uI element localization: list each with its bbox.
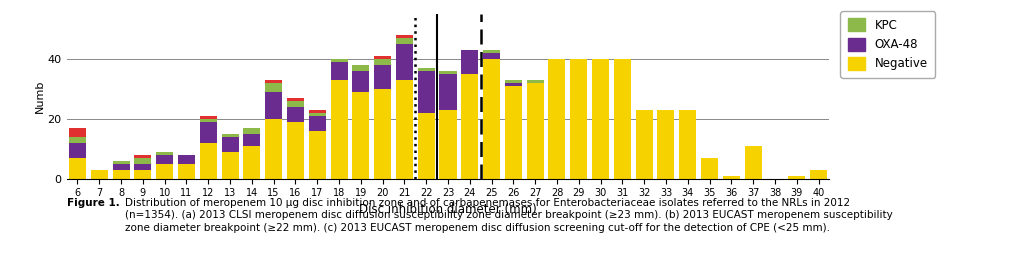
Bar (352, 65, 370, 71)
Bar (308, 113, 326, 116)
Bar (418, 113, 435, 179)
Bar (636, 110, 652, 179)
Bar (526, 83, 544, 179)
Bar (200, 143, 217, 179)
Y-axis label: Numb: Numb (35, 79, 45, 113)
Bar (526, 80, 544, 83)
Bar (113, 170, 130, 179)
Bar (352, 71, 370, 92)
Bar (265, 83, 283, 92)
Bar (505, 83, 522, 86)
Bar (810, 170, 827, 179)
Bar (679, 110, 696, 179)
Bar (200, 122, 217, 143)
Bar (331, 59, 347, 62)
Bar (483, 53, 500, 59)
Bar (221, 137, 239, 152)
Bar (331, 62, 347, 80)
Bar (396, 35, 413, 38)
Bar (331, 80, 347, 179)
Bar (439, 71, 457, 74)
Bar (287, 101, 304, 107)
Bar (221, 152, 239, 179)
Bar (396, 44, 413, 80)
Bar (396, 38, 413, 44)
Bar (221, 134, 239, 137)
Bar (657, 110, 675, 179)
Bar (156, 155, 173, 164)
Bar (418, 71, 435, 113)
Bar (178, 155, 195, 164)
Bar (178, 164, 195, 179)
Bar (723, 176, 740, 179)
Bar (374, 59, 391, 65)
Bar (352, 92, 370, 179)
Bar (244, 128, 260, 134)
Legend: KPC, OXA-48, Negative: KPC, OXA-48, Negative (841, 11, 935, 78)
X-axis label: Disc inhibition diameter (mm): Disc inhibition diameter (mm) (359, 203, 537, 216)
Bar (200, 116, 217, 119)
Bar (308, 131, 326, 179)
Bar (244, 146, 260, 179)
Bar (69, 143, 86, 158)
Bar (134, 164, 152, 170)
Bar (483, 59, 500, 179)
Bar (549, 59, 565, 179)
Bar (287, 107, 304, 122)
Bar (134, 155, 152, 158)
Bar (134, 158, 152, 164)
Bar (244, 134, 260, 146)
Bar (113, 164, 130, 170)
Bar (570, 59, 588, 179)
Bar (374, 56, 391, 59)
Bar (461, 50, 478, 74)
Bar (788, 176, 805, 179)
Bar (374, 89, 391, 179)
Bar (396, 80, 413, 179)
Bar (439, 110, 457, 179)
Bar (701, 158, 718, 179)
Bar (156, 164, 173, 179)
Bar (134, 170, 152, 179)
Bar (744, 146, 762, 179)
Bar (156, 152, 173, 155)
Bar (439, 74, 457, 110)
Bar (505, 86, 522, 179)
Bar (287, 122, 304, 179)
Text: Distribution of meropenem 10 μg disc inhibition zone and of carbapenemases for E: Distribution of meropenem 10 μg disc inh… (125, 198, 893, 233)
Bar (265, 80, 283, 83)
Bar (374, 65, 391, 89)
Bar (69, 128, 86, 137)
Bar (308, 116, 326, 131)
Bar (200, 119, 217, 122)
Bar (265, 119, 283, 179)
Bar (265, 92, 283, 119)
Bar (287, 98, 304, 101)
Bar (69, 137, 86, 143)
Bar (113, 161, 130, 164)
Text: Figure 1.: Figure 1. (67, 198, 120, 208)
Bar (308, 110, 326, 113)
Bar (418, 68, 435, 71)
Bar (69, 158, 86, 179)
Bar (613, 59, 631, 179)
Bar (461, 74, 478, 179)
Bar (592, 59, 609, 179)
Bar (505, 80, 522, 83)
Bar (91, 170, 108, 179)
Bar (483, 50, 500, 53)
